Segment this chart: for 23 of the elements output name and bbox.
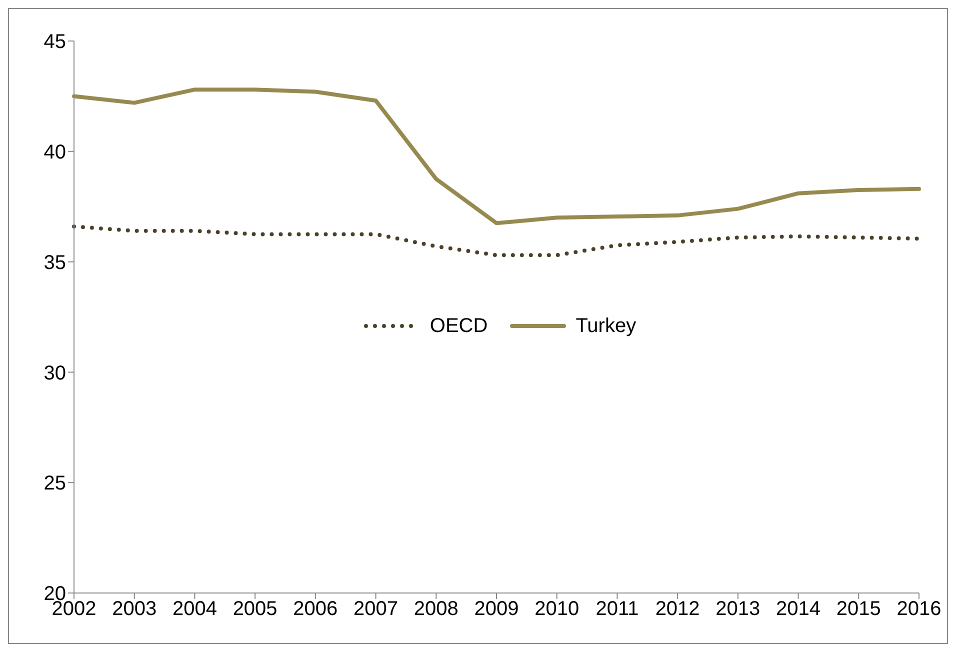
x-tick-label: 2013 (716, 598, 760, 620)
x-tick-label: 2004 (172, 598, 217, 620)
x-tick-label: 2014 (776, 598, 821, 620)
legend-label: OECD (430, 314, 488, 338)
x-tick-label: 2011 (596, 598, 639, 620)
x-tick-label: 2009 (474, 598, 519, 620)
legend-label: Turkey (576, 314, 636, 338)
y-tick-label: 25 (44, 472, 66, 495)
y-tick-label: 30 (44, 362, 66, 384)
line-series (72, 224, 921, 258)
y-tick-label: 45 (44, 31, 66, 54)
x-tick-label: 2007 (354, 598, 398, 620)
x-tick-label: 2010 (534, 598, 580, 620)
x-tick-label: 2005 (232, 598, 278, 620)
line-series (72, 88, 921, 226)
x-tick-label: 2008 (414, 598, 458, 620)
x-tick-label: 2006 (293, 598, 338, 620)
y-tick-label: 40 (44, 142, 66, 164)
x-tick-label: 2016 (896, 598, 942, 620)
x-tick-label: 2003 (112, 598, 157, 620)
x-tick-label: 2012 (655, 598, 700, 620)
x-tick-label: 2015 (836, 598, 881, 620)
y-tick-label: 35 (44, 252, 66, 274)
